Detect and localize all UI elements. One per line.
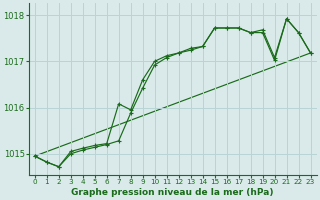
X-axis label: Graphe pression niveau de la mer (hPa): Graphe pression niveau de la mer (hPa)	[71, 188, 274, 197]
